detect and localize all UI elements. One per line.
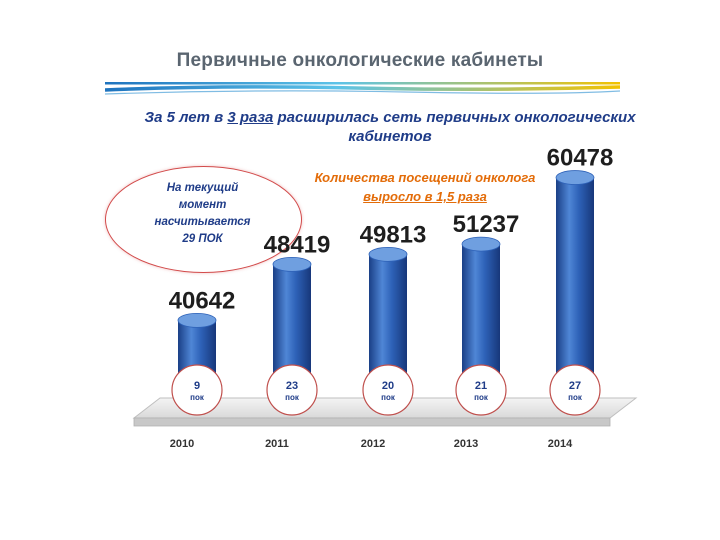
oval-line: 29 ПОК [182, 233, 223, 245]
cabinet-unit: пок [285, 393, 300, 402]
cabinet-count: 9 [194, 380, 200, 392]
cabinet-count: 20 [382, 380, 394, 392]
cabinet-count: 27 [569, 380, 581, 392]
cabinet-count-badge [549, 364, 601, 416]
bar-top [461, 236, 501, 252]
oval-callout-text: На текущий момент насчитывается 29 ПОК [140, 180, 265, 248]
cabinet-unit: пок [190, 393, 205, 402]
oval-line: На текущий [166, 182, 239, 194]
value-label: 48419 [264, 231, 331, 258]
headline-part-3: расширилась сеть первичных онкологически… [273, 109, 636, 145]
cabinet-unit: пок [474, 393, 489, 402]
value-label: 49813 [360, 221, 427, 248]
x-tick-label: 2013 [454, 438, 478, 450]
slide-title: Первичные онкологические кабинеты [176, 50, 544, 71]
cabinet-count: 23 [286, 380, 298, 392]
cabinet-unit: пок [568, 393, 583, 402]
value-label: 51237 [453, 211, 520, 238]
title-underline-decoration [105, 82, 620, 95]
oval-line: момент [178, 199, 227, 211]
x-tick-label: 2012 [361, 438, 385, 450]
value-label: 40642 [169, 287, 236, 314]
x-tick-label: 2014 [548, 438, 573, 450]
cabinet-count-badge [362, 364, 414, 416]
visits-growth-note: Количества посещений онколога выросло в … [300, 168, 550, 206]
x-tick-label: 2010 [170, 438, 194, 450]
cabinet-count-badge [266, 364, 318, 416]
bar-top [368, 246, 408, 262]
oval-callout [105, 166, 302, 273]
cabinet-count-badge [171, 364, 223, 416]
headline-part-1: За 5 лет в [144, 109, 228, 126]
visits-note-part-1: Количества посещений онколога [314, 170, 536, 185]
x-tick-label: 2011 [265, 438, 289, 450]
bar-top [272, 256, 312, 272]
chart-floor-edge [133, 417, 611, 427]
value-label: 60478 [547, 145, 614, 172]
cabinet-count-badge [455, 364, 507, 416]
cabinet-count: 21 [475, 380, 487, 392]
headline-part-2: 3 раза [227, 109, 274, 126]
headline-text: За 5 лет в 3 раза расширилась сеть перви… [110, 108, 670, 146]
cabinet-unit: пок [381, 393, 396, 402]
bar-top [555, 170, 595, 185]
oval-line: насчитывается [154, 216, 251, 228]
bar-top [177, 312, 217, 328]
visits-note-part-2: выросло в 1,5 раза [363, 189, 487, 204]
